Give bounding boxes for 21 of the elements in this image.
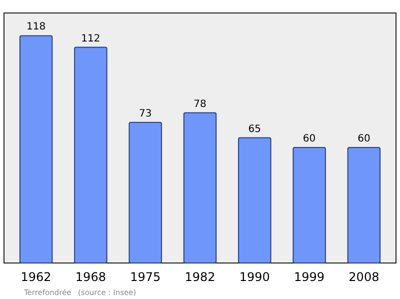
data-label: 118 xyxy=(26,22,46,33)
x-tick-label: 1990 xyxy=(239,270,270,284)
data-label: 65 xyxy=(248,124,262,135)
bar xyxy=(19,35,53,264)
x-tick-label: 1975 xyxy=(130,270,161,284)
bar xyxy=(292,146,326,264)
data-label: 112 xyxy=(81,33,100,44)
data-label: 78 xyxy=(194,98,206,110)
x-tick-label: 1962 xyxy=(20,270,52,284)
bar xyxy=(183,112,217,264)
data-label: 60 xyxy=(358,133,370,144)
x-tick-label: 1982 xyxy=(184,270,216,284)
data-label: 73 xyxy=(138,108,152,120)
x-tick-label: 2008 xyxy=(348,270,380,284)
bar xyxy=(238,137,272,264)
bar xyxy=(347,146,381,264)
bar xyxy=(74,46,108,264)
data-label: 60 xyxy=(302,133,316,144)
x-tick-label: 1968 xyxy=(75,270,106,284)
x-tick-label: 1999 xyxy=(294,270,325,284)
bar xyxy=(128,122,162,264)
